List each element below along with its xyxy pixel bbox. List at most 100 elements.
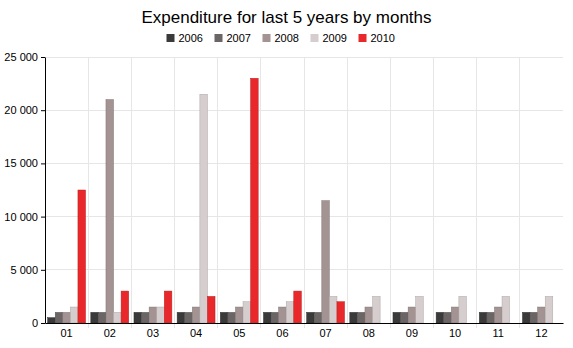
x-tick: 02 — [104, 323, 116, 339]
x-tick-label: 05 — [233, 327, 245, 339]
x-tick: 04 — [190, 323, 202, 339]
bar — [63, 312, 71, 323]
bar — [408, 307, 416, 323]
bar — [185, 312, 193, 323]
bar — [70, 307, 78, 323]
x-tick: 12 — [535, 323, 547, 339]
y-tick-label: 25 000 — [4, 51, 38, 63]
bars — [48, 78, 553, 323]
bar — [271, 312, 279, 323]
x-tick: 01 — [60, 323, 72, 339]
x-tick: 03 — [147, 323, 159, 339]
x-tick-label: 08 — [363, 327, 375, 339]
chart: Expenditure for last 5 years by months05… — [0, 0, 573, 348]
bar — [114, 312, 122, 323]
bar — [286, 302, 294, 323]
legend-swatch — [359, 34, 367, 42]
bar — [121, 291, 129, 323]
bar — [350, 312, 358, 323]
category-separator — [260, 57, 261, 328]
plot: 0 5 000 10 000 15 000 20 000 25 000 01 02 03 04 05… — [4, 51, 563, 339]
x-tick-label: 02 — [104, 327, 116, 339]
x-tick: 09 — [406, 323, 418, 339]
category-separator — [390, 57, 391, 328]
bar — [134, 312, 142, 323]
bar — [329, 296, 337, 323]
bar — [494, 307, 502, 323]
bar — [479, 312, 487, 323]
legend-swatch — [167, 34, 175, 42]
y-tick: 10 000 — [4, 211, 45, 223]
y-tick-mark — [41, 217, 45, 218]
category-separator — [519, 57, 520, 328]
y-tick: 20 000 — [4, 104, 45, 116]
bar — [78, 190, 86, 323]
bar — [251, 78, 259, 323]
y-axis: 0 5 000 10 000 15 000 20 000 25 000 — [4, 51, 45, 329]
y-tick-mark — [41, 57, 45, 58]
x-tick: 07 — [319, 323, 331, 339]
legend-item: 2010 — [359, 32, 395, 44]
bar — [459, 296, 467, 323]
bar — [157, 307, 165, 323]
bar — [522, 312, 530, 323]
legend-swatch — [311, 34, 319, 42]
y-tick-label: 5 000 — [10, 264, 38, 276]
x-tick: 11 — [493, 323, 504, 339]
category-separator — [304, 57, 305, 328]
x-tick-label: 10 — [449, 327, 461, 339]
x-tick-label: 12 — [535, 327, 547, 339]
x-tick: 06 — [276, 323, 288, 339]
legend-item: 2007 — [215, 32, 251, 44]
bar — [142, 312, 150, 323]
y-tick: 5 000 — [10, 264, 45, 276]
y-axis-line — [45, 58, 46, 324]
y-tick: 25 000 — [4, 51, 45, 63]
x-tick: 05 — [233, 323, 245, 339]
y-tick-label: 10 000 — [4, 211, 38, 223]
bar — [55, 312, 63, 323]
bar — [48, 318, 56, 323]
title: Expenditure for last 5 years by months — [141, 8, 431, 27]
x-tick-label: 09 — [406, 327, 418, 339]
category-separator — [476, 57, 477, 328]
bar — [263, 312, 271, 323]
bar — [314, 312, 322, 323]
x-axis: 01 02 03 04 05 06 07 08 09 10 11 12 — [46, 323, 564, 339]
category-separator — [433, 57, 434, 328]
category-separator — [88, 57, 89, 328]
bar — [545, 296, 553, 323]
bar — [294, 291, 302, 323]
bar — [307, 312, 315, 323]
bar — [365, 307, 373, 323]
bar — [373, 296, 381, 323]
bar — [416, 296, 424, 323]
legend-label: 2010 — [371, 32, 395, 44]
category-separator — [217, 57, 218, 328]
bar — [322, 201, 330, 323]
bar — [502, 296, 510, 323]
grid — [45, 57, 563, 328]
bar — [220, 312, 228, 323]
legend-item: 2009 — [311, 32, 347, 44]
x-axis-line — [46, 323, 564, 324]
y-tick-label: 20 000 — [4, 104, 38, 116]
y-tick-label: 15 000 — [4, 157, 38, 169]
x-tick-label: 07 — [319, 327, 331, 339]
bar — [177, 312, 185, 323]
y-tick-label: 0 — [32, 317, 38, 329]
x-tick-label: 04 — [190, 327, 202, 339]
bar — [164, 291, 172, 323]
bar — [393, 312, 401, 323]
bar — [487, 312, 495, 323]
bar — [228, 312, 236, 323]
y-tick-mark — [41, 110, 45, 111]
bar — [149, 307, 157, 323]
bar — [235, 307, 243, 323]
bar — [337, 302, 345, 323]
x-tick-label: 06 — [276, 327, 288, 339]
category-separator — [131, 57, 132, 328]
y-tick: 15 000 — [4, 157, 45, 169]
bar — [451, 307, 459, 323]
legend: 20062007200820092010 — [167, 32, 395, 44]
